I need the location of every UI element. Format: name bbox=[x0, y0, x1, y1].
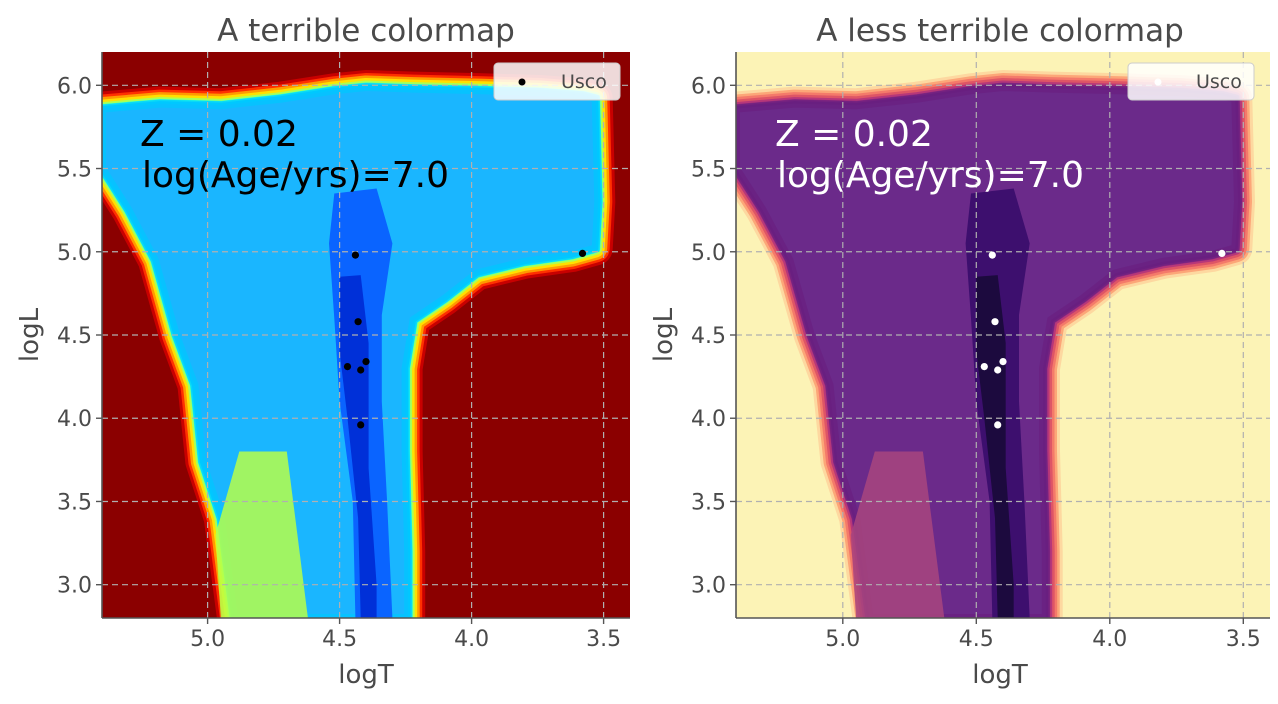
right-legend-box bbox=[1127, 62, 1255, 101]
right-usco-points bbox=[980, 249, 1226, 429]
usco-point bbox=[362, 358, 370, 366]
right-chart-panel: A less terrible colormap 5.0 4.5 4.0 3.5 3.… bbox=[649, 13, 1270, 690]
left-annotation: Z = 0.02 log(Age/yrs)=7.0 bbox=[140, 114, 449, 196]
y-tick-label: 5.0 bbox=[57, 241, 92, 266]
right-chart-title: A less terrible colormap bbox=[816, 13, 1184, 49]
usco-point bbox=[994, 366, 1002, 374]
left-annotation-metallicity: Z = 0.02 bbox=[140, 114, 298, 155]
y-tick-label: 5.0 bbox=[691, 241, 726, 266]
right-legend-marker bbox=[1154, 78, 1162, 86]
contour-patch bbox=[850, 451, 945, 618]
x-tick-label: 4.0 bbox=[1092, 627, 1127, 652]
right-x-axis-label: logT bbox=[972, 660, 1028, 690]
left-y-axis-label: logL bbox=[15, 307, 45, 362]
right-y-ticks: 3.0 3.5 4.0 4.5 5.0 5.5 6.0 bbox=[691, 74, 736, 599]
y-tick-label: 4.5 bbox=[691, 324, 726, 349]
right-y-axis-label: logL bbox=[649, 307, 679, 362]
y-tick-label: 5.5 bbox=[57, 158, 92, 183]
y-tick-label: 4.5 bbox=[57, 324, 92, 349]
contour-inner-edge bbox=[736, 82, 1243, 618]
y-tick-label: 3.5 bbox=[691, 490, 726, 515]
contour-inner-edge bbox=[102, 82, 603, 618]
right-legend-label: Usco bbox=[1196, 71, 1242, 93]
left-chart-title: A terrible colormap bbox=[217, 13, 515, 49]
left-x-ticks: 5.0 4.5 4.0 3.5 bbox=[190, 618, 621, 652]
y-tick-label: 4.0 bbox=[57, 407, 92, 432]
left-y-ticks: 3.0 3.5 4.0 4.5 5.0 5.5 6.0 bbox=[57, 74, 102, 599]
usco-point bbox=[1218, 249, 1226, 257]
y-tick-label: 4.0 bbox=[691, 407, 726, 432]
usco-point bbox=[991, 318, 999, 326]
left-gridlines bbox=[102, 52, 630, 618]
usco-point bbox=[357, 421, 365, 429]
right-annotation-age: log(Age/yrs)=7.0 bbox=[777, 155, 1084, 196]
right-x-ticks: 5.0 4.5 4.0 3.5 bbox=[825, 618, 1261, 652]
right-annotation-metallicity: Z = 0.02 bbox=[775, 114, 933, 155]
usco-point bbox=[999, 358, 1007, 366]
left-x-axis-label: logT bbox=[338, 660, 394, 690]
usco-point bbox=[578, 249, 587, 257]
left-annotation-age: log(Age/yrs)=7.0 bbox=[142, 155, 449, 196]
usco-point bbox=[351, 251, 359, 259]
left-legend: Usco bbox=[493, 62, 621, 101]
right-annotation: Z = 0.02 log(Age/yrs)=7.0 bbox=[775, 114, 1084, 196]
x-tick-label: 4.5 bbox=[322, 627, 357, 652]
y-tick-label: 5.5 bbox=[691, 158, 726, 183]
left-legend-box bbox=[493, 62, 621, 101]
contour-patch bbox=[215, 451, 308, 618]
x-tick-label: 4.5 bbox=[959, 627, 994, 652]
left-usco-points bbox=[343, 249, 587, 429]
x-tick-label: 4.0 bbox=[454, 627, 489, 652]
left-chart-panel: A terrible colormap 5.0 4.5 4.0 3.5 3.0 3.5 4… bbox=[15, 13, 630, 690]
right-contour-fill bbox=[736, 70, 1255, 618]
y-tick-label: 6.0 bbox=[691, 74, 726, 99]
x-tick-label: 5.0 bbox=[825, 627, 860, 652]
usco-point bbox=[988, 251, 996, 259]
left-legend-label: Usco bbox=[561, 71, 607, 93]
usco-point bbox=[994, 421, 1002, 429]
y-tick-label: 3.5 bbox=[57, 490, 92, 515]
left-legend-marker bbox=[518, 78, 526, 86]
y-tick-label: 3.0 bbox=[57, 574, 92, 599]
x-tick-label: 5.0 bbox=[190, 627, 225, 652]
usco-point bbox=[354, 318, 362, 326]
x-tick-label: 3.5 bbox=[586, 627, 621, 652]
y-tick-label: 6.0 bbox=[57, 74, 92, 99]
usco-point bbox=[980, 363, 988, 371]
x-tick-label: 3.5 bbox=[1226, 627, 1261, 652]
left-contour-fill bbox=[102, 70, 616, 618]
usco-point bbox=[357, 366, 365, 374]
right-legend: Usco bbox=[1127, 62, 1255, 101]
y-tick-label: 3.0 bbox=[691, 574, 726, 599]
usco-point bbox=[343, 363, 352, 371]
